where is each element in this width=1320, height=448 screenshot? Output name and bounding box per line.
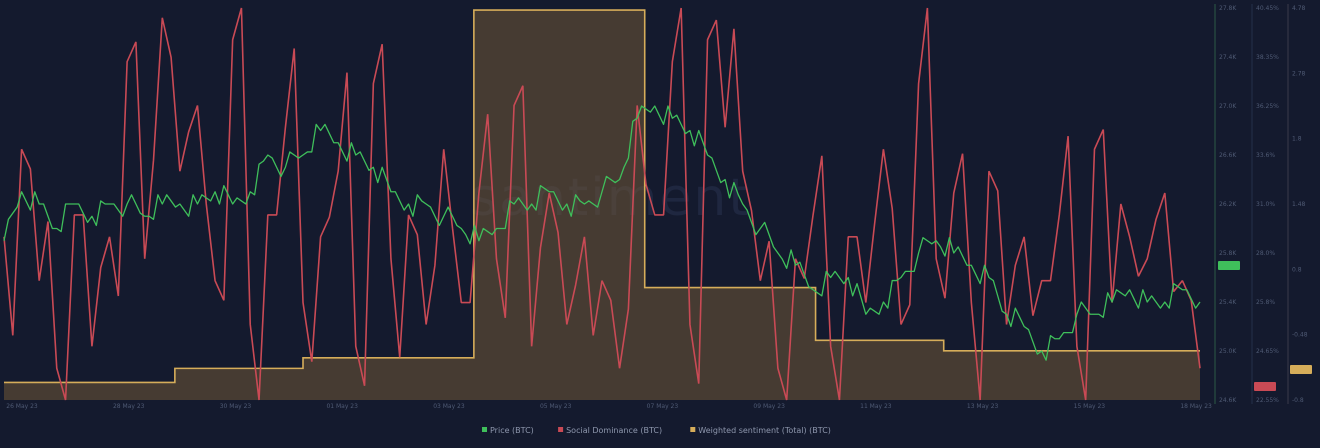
x-tick-label: 01 May 23 bbox=[326, 403, 358, 410]
legend-swatch bbox=[558, 427, 564, 432]
x-tick-label: 13 May 23 bbox=[967, 403, 999, 410]
y-tick-label: 26.2K bbox=[1219, 201, 1237, 208]
y-axes: 27.8K 27.4K 27.0K 26.6K 26.2K 25.8K 25.4K 25.0K… bbox=[1214, 4, 1308, 404]
y-tick-label: 25.8% bbox=[1256, 299, 1275, 306]
y-tick-label: 25.8K bbox=[1219, 250, 1237, 257]
x-tick-label: 11 May 23 bbox=[860, 403, 892, 410]
y-tick-label: 24.6K bbox=[1219, 397, 1237, 404]
y-tick-label: 38.35% bbox=[1256, 54, 1279, 61]
y-tick-label: 28.0% bbox=[1256, 250, 1275, 257]
legend: Price (BTC) Social Dominance (BTC) Weighte… bbox=[482, 426, 831, 435]
price-line bbox=[3, 105, 1201, 361]
axis-value-badge bbox=[1290, 365, 1312, 374]
axis-value-badge bbox=[1254, 382, 1276, 391]
x-axis: 26 May 23 28 May 23 30 May 23 01 May 23 03 M… bbox=[6, 403, 1212, 410]
axis-value-badge bbox=[1218, 261, 1240, 270]
sentiment-area bbox=[4, 10, 1200, 401]
x-tick-label: 26 May 23 bbox=[6, 403, 38, 410]
y-tick-label: 2.78 bbox=[1292, 70, 1306, 77]
y-tick-label: 27.0K bbox=[1219, 103, 1237, 110]
sentiment-series bbox=[4, 9, 1200, 401]
legend-label: Weighted sentiment (Total) (BTC) bbox=[698, 426, 831, 435]
y-tick-label: 31.0% bbox=[1256, 201, 1275, 208]
x-tick-label: 07 May 23 bbox=[647, 403, 679, 410]
x-tick-label: 30 May 23 bbox=[220, 403, 252, 410]
legend-swatch bbox=[482, 427, 487, 432]
y-tick-label: -0.8 bbox=[1292, 397, 1304, 404]
legend-swatch bbox=[690, 427, 696, 432]
y-tick-label: 25.0K bbox=[1219, 348, 1237, 355]
y-tick-label: 27.4K bbox=[1219, 54, 1237, 61]
legend-label: Social Dominance (BTC) bbox=[566, 426, 662, 435]
y-tick-label: 1.8 bbox=[1292, 136, 1302, 143]
y-tick-label: -0.48 bbox=[1292, 332, 1308, 339]
x-tick-label: 18 May 23 bbox=[1180, 403, 1212, 410]
axis-badges bbox=[1218, 261, 1312, 391]
price-series bbox=[3, 105, 1201, 361]
sentiment-line bbox=[4, 9, 1200, 384]
y-tick-label: 33.6% bbox=[1256, 152, 1275, 159]
x-tick-label: 03 May 23 bbox=[433, 403, 465, 410]
social-dominance-line bbox=[3, 7, 1201, 401]
x-tick-label: 28 May 23 bbox=[113, 403, 145, 410]
x-tick-label: 05 May 23 bbox=[540, 403, 572, 410]
y-tick-label: 24.65% bbox=[1256, 348, 1279, 355]
x-tick-label: 09 May 23 bbox=[753, 403, 785, 410]
y-tick-label: 25.4K bbox=[1219, 299, 1237, 306]
y-tick-label: 26.6K bbox=[1219, 152, 1237, 159]
y-tick-label: 22.55% bbox=[1256, 397, 1279, 404]
y-tick-label: 40.45% bbox=[1256, 5, 1279, 12]
y-tick-label: 1.48 bbox=[1292, 201, 1306, 208]
y-tick-label: 0.8 bbox=[1292, 266, 1302, 273]
y-tick-label: 27.8K bbox=[1219, 5, 1237, 12]
x-tick-label: 15 May 23 bbox=[1074, 403, 1106, 410]
y-tick-label: 36.25% bbox=[1256, 103, 1279, 110]
legend-label: Price (BTC) bbox=[490, 426, 534, 435]
social-dominance-series bbox=[3, 7, 1201, 401]
y-tick-label: 4.78 bbox=[1292, 5, 1306, 12]
